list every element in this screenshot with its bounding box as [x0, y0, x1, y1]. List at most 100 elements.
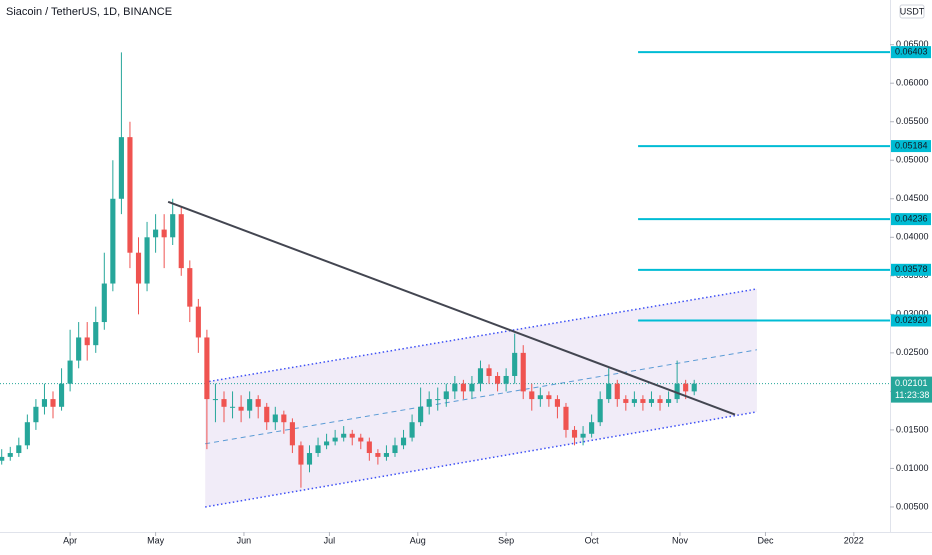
y-tick-label: 0.06000: [896, 78, 929, 88]
candle-body: [298, 445, 304, 465]
level-label-box: [891, 314, 931, 327]
candle-body: [178, 214, 184, 269]
level-label: 0.06403: [895, 47, 928, 57]
candle-body: [520, 352, 526, 392]
candle-body: [375, 453, 381, 457]
y-tick-label: 0.04000: [896, 232, 929, 242]
candle-body: [683, 383, 689, 392]
x-tick-label: Nov: [672, 535, 689, 545]
x-tick-label: Sep: [498, 535, 514, 545]
candle-body: [306, 453, 313, 465]
candle-body: [41, 399, 48, 407]
candle-body: [33, 406, 39, 423]
candle-body: [597, 399, 603, 423]
candle-body: [435, 399, 441, 401]
candle-body: [229, 406, 236, 408]
candle-body: [537, 395, 543, 400]
y-tick-label: 0.01500: [896, 424, 929, 434]
y-tick-label: 0.05500: [896, 116, 929, 126]
candle-body: [426, 399, 432, 407]
y-tick-label: 0.02500: [896, 347, 929, 357]
x-tick-label: Apr: [63, 535, 77, 545]
candle-body: [392, 445, 398, 454]
candle-body: [76, 337, 82, 361]
candle-body: [7, 453, 13, 457]
candle-body: [503, 375, 509, 384]
candle-body: [366, 441, 372, 454]
candle-body: [460, 383, 466, 392]
last-price-box: [891, 376, 932, 403]
candle-body: [195, 306, 201, 338]
candle-body: [477, 368, 484, 384]
candle-body: [623, 399, 629, 403]
candle-body: [640, 399, 646, 403]
candle-body: [110, 198, 116, 284]
y-tick-label: 0.06500: [896, 39, 929, 49]
level-label-box: [891, 46, 931, 59]
candle-body: [289, 422, 295, 446]
candle-body: [486, 368, 492, 376]
candle-body: [418, 406, 424, 423]
candle-body: [264, 406, 270, 423]
x-tick-label: Jun: [237, 535, 252, 545]
level-label: 0.02920: [895, 315, 928, 325]
candle-body: [238, 406, 244, 411]
candle-body: [272, 414, 278, 423]
level-label-box: [891, 263, 931, 276]
x-tick-label: Oct: [585, 535, 600, 545]
candle-body: [332, 437, 338, 442]
candle-body: [118, 137, 124, 199]
y-tick-label: 0.01000: [896, 463, 929, 473]
candle-body: [221, 399, 227, 407]
candle-body: [554, 399, 560, 407]
y-tick-label: 0.05000: [896, 155, 929, 165]
candle-body: [127, 137, 133, 253]
candle-body: [571, 429, 578, 438]
currency-box: [899, 4, 925, 19]
candle-body: [93, 322, 99, 346]
candle-body: [204, 337, 210, 400]
candle-body: [281, 414, 287, 423]
candle-body: [50, 399, 56, 407]
level-label-box: [891, 140, 931, 153]
candle-body: [674, 383, 680, 400]
trendline: [167, 200, 736, 416]
candle-body: [529, 391, 535, 400]
currency-label: USDT: [900, 6, 925, 16]
candle-body: [84, 337, 90, 346]
candle-body: [144, 237, 150, 284]
y-tick-label: 0.04500: [896, 193, 929, 203]
level-label: 0.04236: [895, 213, 928, 223]
candle-body: [546, 395, 552, 400]
candle-body: [187, 268, 193, 307]
candle-body: [255, 399, 261, 407]
candle-body: [153, 229, 159, 238]
candle-body: [606, 383, 612, 400]
candle-body: [161, 229, 167, 238]
candle-body: [452, 383, 458, 392]
channel-middle: [205, 349, 757, 445]
candle-body: [212, 399, 219, 401]
candle-body: [580, 433, 586, 438]
candle-body: [648, 399, 655, 403]
x-tick-label: Aug: [410, 535, 426, 545]
channel-fill: [205, 288, 757, 507]
x-tick-label: Jul: [324, 535, 336, 545]
candle-body: [400, 437, 407, 446]
level-label: 0.03578: [895, 264, 928, 274]
candle-body: [512, 352, 518, 376]
candle-body: [58, 383, 65, 407]
candle-body: [101, 283, 107, 323]
candle-body: [247, 399, 253, 411]
candle-body: [589, 422, 595, 434]
level-label-box: [891, 213, 931, 226]
y-tick-label: 0.03000: [896, 309, 929, 319]
candle-body: [383, 453, 390, 457]
candle-body: [315, 445, 321, 454]
y-tick-label: 0.00500: [896, 501, 929, 511]
candle-body: [341, 433, 347, 438]
candle-body: [135, 252, 142, 284]
candle-body: [0, 456, 5, 461]
